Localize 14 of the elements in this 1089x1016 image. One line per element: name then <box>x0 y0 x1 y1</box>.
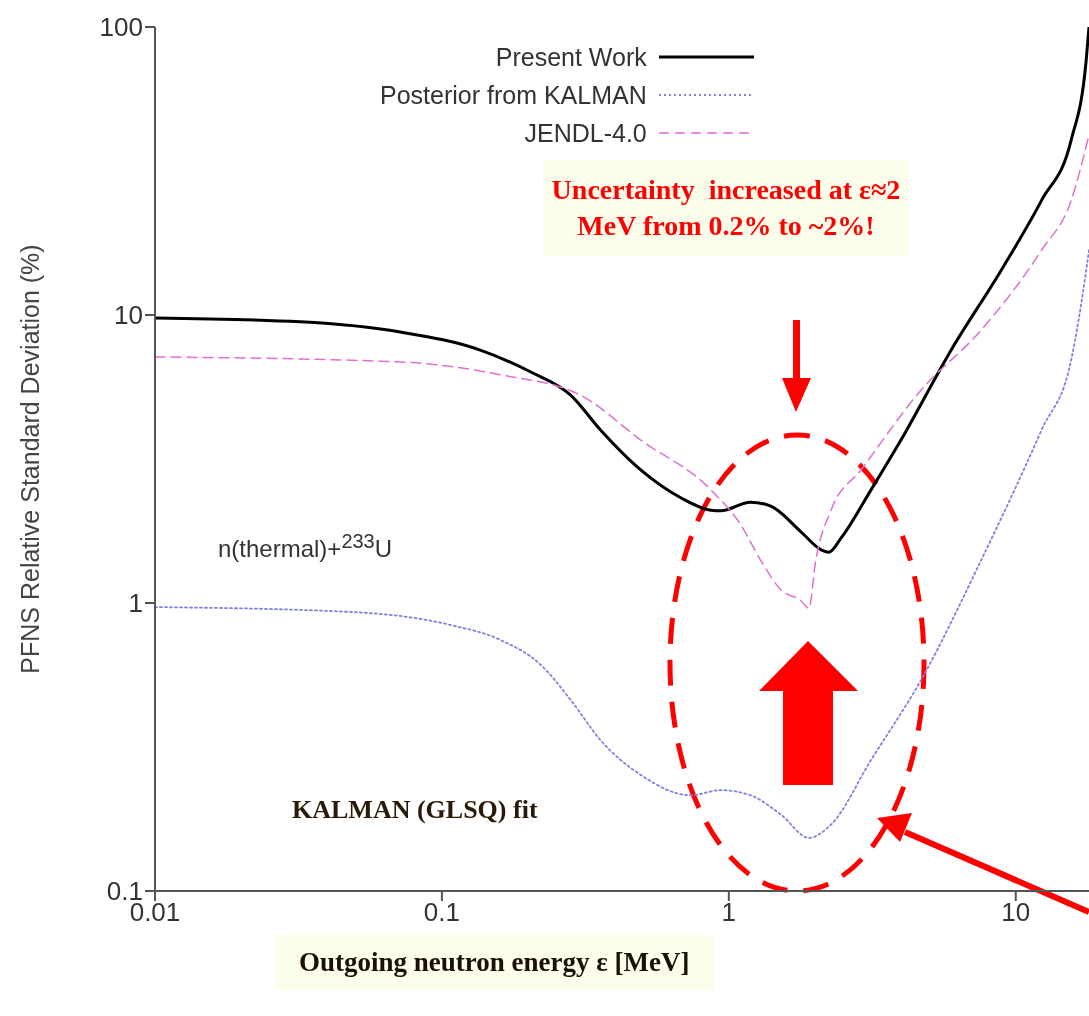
y-axis-title: PFNS Relative Standard Deviation (%) <box>15 244 44 674</box>
annotation: n(thermal)+$^{233}$U <box>218 530 393 563</box>
y-tick-label: 100 <box>99 12 143 43</box>
legend-label: Posterior from KALMAN <box>380 80 647 110</box>
annotation: Uncertainty increased at ε≈2 MeV from 0.2% to ~2%! <box>543 160 909 256</box>
y-tick-label: 10 <box>114 300 143 331</box>
legend-label: JENDL-4.0 <box>524 118 647 148</box>
annotation: KALMAN (GLSQ) fit <box>292 795 538 825</box>
x-tick-label: 1 <box>721 897 737 928</box>
x-axis-title: Outgoing neutron energy ε [MeV] <box>275 935 714 990</box>
legend-label: Present Work <box>495 42 647 72</box>
x-tick-label: 10 <box>1001 897 1031 928</box>
x-tick-label: 0.1 <box>423 897 460 928</box>
y-tick-label: 1 <box>128 588 143 619</box>
